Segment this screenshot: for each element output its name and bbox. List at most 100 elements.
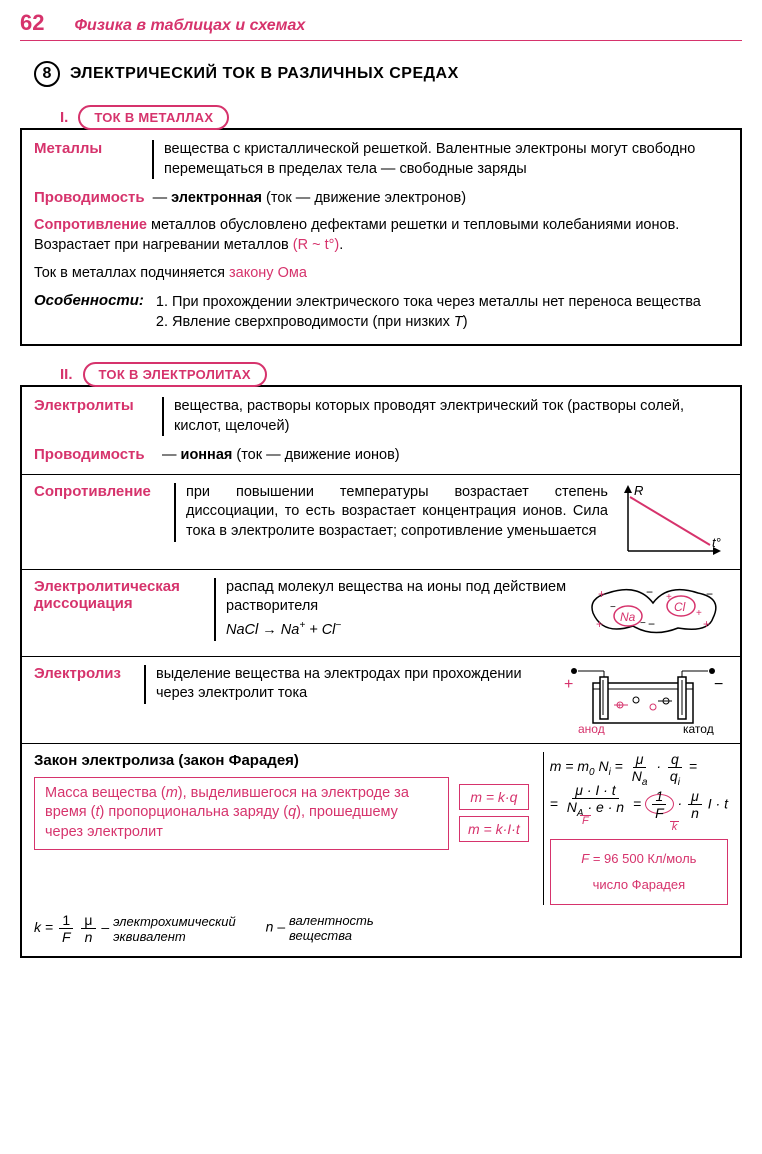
bf-n: n bbox=[616, 799, 624, 815]
bottom-defs: k = 1F μn – электрохимический эквивалент… bbox=[34, 913, 728, 944]
def-electrolytes: вещества, растворы которых проводят элек… bbox=[162, 397, 728, 436]
svg-text:+: + bbox=[696, 608, 702, 619]
separator bbox=[22, 569, 740, 570]
chart-y-label: R bbox=[634, 483, 643, 498]
cond-rest-1: (ток — движение электронов) bbox=[262, 190, 466, 206]
fc-b: = 96 500 Кл/моль bbox=[589, 851, 696, 866]
dash: — bbox=[153, 190, 168, 206]
cond-def-row: Проводимость — электронная (ток — движен… bbox=[34, 189, 728, 209]
roman-2: II. bbox=[60, 366, 73, 383]
df-s2: − bbox=[335, 620, 341, 631]
section-number: 8 bbox=[34, 61, 60, 87]
term-conductivity-1: Проводимость bbox=[34, 189, 145, 206]
bf-t2: t bbox=[724, 796, 728, 812]
f2a: 2. Явление сверхпроводимости (при низких bbox=[156, 314, 454, 330]
term-dissociation: Электролитическая диссоциация bbox=[34, 578, 204, 612]
svg-text:−: − bbox=[610, 602, 616, 613]
def-resistance-2: при повышении температуры возрастает сте… bbox=[174, 483, 608, 542]
k-pre: k = bbox=[34, 920, 57, 936]
k-n: n bbox=[85, 929, 93, 945]
bf-F: F bbox=[652, 805, 667, 820]
pill-metals: ТОК В МЕТАЛЛАХ bbox=[78, 105, 229, 130]
df-b: + Cl bbox=[305, 622, 335, 638]
def-metals: вещества с кристаллической решеткой. Вал… bbox=[152, 140, 728, 179]
df-a: NaCl → Na bbox=[226, 622, 299, 638]
section-title: 8 ЭЛЕКТРИЧЕСКИЙ ТОК В РАЗЛИЧНЫХ СРЕДАХ bbox=[34, 61, 742, 87]
term-electrolysis: Электролиз bbox=[34, 665, 134, 682]
bf-1: 1 bbox=[652, 789, 666, 805]
resist-row-2: Сопротивление при повышении температуры … bbox=[34, 483, 728, 561]
faraday-section: Закон электролиза (закон Фарадея) Масса … bbox=[34, 752, 728, 906]
ohm-para: Ток в металлах подчиняется закону Ома bbox=[34, 263, 728, 283]
page-number: 62 bbox=[20, 10, 44, 36]
bf-mu: μ bbox=[633, 752, 647, 768]
separator bbox=[22, 474, 740, 475]
resistance-para-1: Сопротивление металлов обусловлено дефек… bbox=[34, 215, 728, 256]
bf-Na: N bbox=[632, 768, 642, 784]
f2var: T bbox=[454, 314, 463, 330]
cond-rest-2: (ток — движение ионов) bbox=[232, 447, 399, 463]
bf-NA: N bbox=[567, 799, 577, 815]
elec-def-row: Электролиты вещества, растворы которых п… bbox=[34, 397, 728, 436]
faraday-const-box: F = 96 500 Кл/моль число Фарадея bbox=[550, 839, 728, 905]
box-metals: Металлы вещества с кристаллической решет… bbox=[20, 128, 742, 346]
dissoc-t2: диссоциация bbox=[34, 595, 204, 612]
bf-I2: I bbox=[708, 796, 712, 812]
k-def: k = 1F μn – электрохимический эквивалент bbox=[34, 913, 236, 944]
bf-mu2: μ bbox=[688, 789, 702, 805]
section-heading: ЭЛЕКТРИЧЕСКИЙ ТОК В РАЗЛИЧНЫХ СРЕДАХ bbox=[70, 65, 459, 83]
ohm-law: закону Ома bbox=[229, 265, 307, 281]
bf-qi: q bbox=[670, 768, 678, 784]
bf-t: t bbox=[612, 782, 616, 798]
n-l2: вещества bbox=[289, 928, 352, 943]
f2b: ) bbox=[463, 314, 468, 330]
term-resistance-1: Сопротивление bbox=[34, 217, 147, 233]
cathode-label: катод bbox=[683, 722, 714, 735]
k-F: F bbox=[62, 929, 71, 945]
def-conductivity-2: — ионная (ток — движение ионов) bbox=[162, 446, 728, 466]
bf-q: q bbox=[668, 752, 682, 768]
faraday-title: Закон электролиза (закон Фарадея) bbox=[34, 752, 529, 769]
n-def: n – валентность вещества bbox=[266, 913, 374, 943]
dissoc-text: распад молекул вещества на ионы под дейс… bbox=[226, 578, 568, 617]
mb-q: q bbox=[288, 804, 296, 820]
features-row: Особенности: 1. При прохождении электрич… bbox=[34, 292, 728, 333]
dissoc-formula: NaCl → Na+ + Cl− bbox=[226, 621, 568, 641]
rt-chart: R t° bbox=[618, 483, 728, 561]
anode-label: анод bbox=[578, 722, 605, 735]
svg-text:−: − bbox=[648, 617, 655, 631]
subsection-2-tag: II. ТОК В ЭЛЕКТРОЛИТАХ bbox=[60, 362, 742, 387]
feature-2: 2. Явление сверхпроводимости (при низких… bbox=[156, 312, 701, 332]
term-resistance-2: Сопротивление bbox=[34, 483, 164, 500]
ub-F: F bbox=[580, 815, 591, 827]
ub-k: k bbox=[670, 821, 680, 833]
k-l1: электрохимический bbox=[113, 914, 236, 929]
k-1: 1 bbox=[59, 913, 73, 929]
bf-e: e bbox=[596, 799, 604, 815]
svg-text:+: + bbox=[703, 617, 710, 631]
book-title: Физика в таблицах и схемах bbox=[74, 17, 305, 35]
mb-c: ) пропорциональна заряду ( bbox=[100, 804, 289, 820]
big-formula: m = m0 Ni = μNa · qqi = = μ · I · t NA ·… bbox=[543, 752, 728, 906]
mb-a: Масса вещества ( bbox=[45, 785, 166, 801]
bf-I: I bbox=[595, 782, 599, 798]
resist-formula-1: (R ~ t°) bbox=[293, 237, 339, 253]
term-electrolytes: Электролиты bbox=[34, 397, 154, 414]
mini-formula-1: m = k·q bbox=[459, 784, 529, 810]
dissociation-diagram: Na Cl + + − − − + − − + + bbox=[578, 578, 728, 648]
k-dash: – bbox=[101, 920, 113, 936]
subsection-1-tag: I. ТОК В МЕТАЛЛАХ bbox=[60, 105, 742, 130]
dissoc-t1: Электролитическая bbox=[34, 578, 204, 595]
n-dash: – bbox=[273, 919, 289, 935]
ohm-pre: Ток в металлах подчиняется bbox=[34, 265, 229, 281]
svg-text:+: + bbox=[596, 617, 603, 631]
features-list: 1. При прохождении электрического тока ч… bbox=[156, 292, 701, 333]
cond-type-1: электронная bbox=[171, 190, 262, 206]
dash2: — bbox=[162, 447, 177, 463]
ion-cl: Cl bbox=[674, 600, 686, 614]
separator bbox=[22, 656, 740, 657]
dot: . bbox=[339, 237, 343, 253]
svg-text:+: + bbox=[564, 676, 573, 693]
def-dissociation: распад молекул вещества на ионы под дейс… bbox=[214, 578, 568, 641]
page: 62 Физика в таблицах и схемах 8 ЭЛЕКТРИЧ… bbox=[0, 0, 762, 1154]
